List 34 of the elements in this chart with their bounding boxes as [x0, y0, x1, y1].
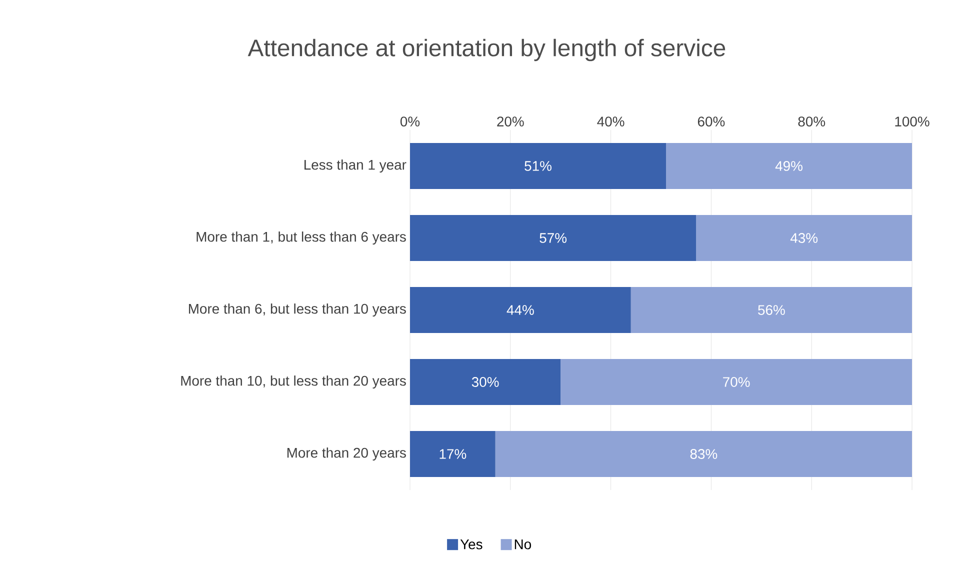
y-tick-label: Less than 1 year — [304, 160, 406, 173]
bar — [630, 287, 912, 334]
bar — [666, 143, 912, 190]
data-label: 30% — [472, 377, 499, 387]
data-label: 70% — [723, 377, 750, 387]
x-tick-label: 20% — [497, 116, 524, 126]
x-tick-label: 80% — [798, 116, 826, 126]
x-tick-label: 60% — [698, 116, 725, 126]
data-label: 51% — [524, 161, 552, 171]
bar — [410, 215, 696, 262]
chart-title: Attendance at orientation by length of service — [248, 38, 726, 62]
data-label: 44% — [506, 305, 534, 315]
y-tick-label: More than 10, but less than 20 years — [181, 376, 406, 388]
data-label: 17% — [440, 449, 466, 459]
legend-label: No — [514, 540, 532, 550]
y-tick-label: More than 6, but less than 10 years — [188, 304, 406, 316]
x-tick-label: 100% — [895, 116, 930, 126]
data-label: 43% — [790, 233, 818, 243]
bar — [696, 215, 912, 262]
data-label: 83% — [690, 449, 718, 459]
x-tick-label: 0% — [400, 116, 420, 126]
x-tick-label: 40% — [597, 116, 624, 126]
bar — [410, 431, 496, 478]
legend-label: Yes — [460, 540, 482, 550]
data-label: 56% — [758, 305, 785, 315]
bar — [410, 143, 666, 190]
y-tick-label: More than 20 years — [287, 448, 406, 460]
data-label: 49% — [775, 161, 802, 171]
y-tick-label: More than 1, but less than 6 years — [196, 232, 406, 245]
bar — [410, 287, 631, 334]
bar — [410, 359, 561, 406]
bar — [495, 431, 912, 478]
data-label: 57% — [540, 233, 567, 243]
bar — [560, 359, 912, 406]
